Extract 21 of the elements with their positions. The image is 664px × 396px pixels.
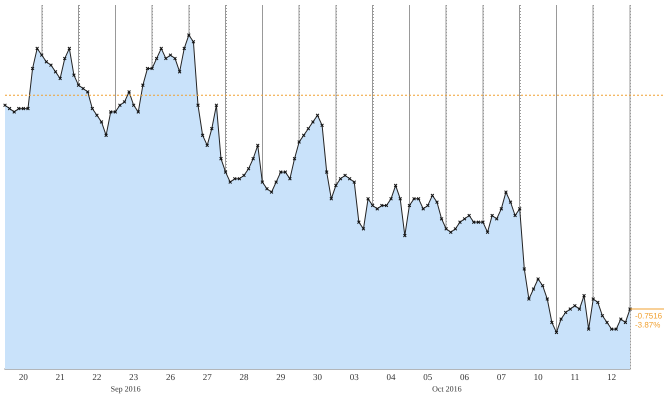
x-tick-label: 10 xyxy=(534,372,544,382)
x-tick-label: 05 xyxy=(423,372,433,382)
x-tick-label: 28 xyxy=(239,372,249,382)
x-tick-label: 29 xyxy=(276,372,286,382)
x-tick-label: 12 xyxy=(607,372,616,382)
x-tick-label: 06 xyxy=(460,372,470,382)
x-tick-label: 30 xyxy=(313,372,322,382)
text: -0.7516 xyxy=(635,311,663,320)
x-tick-label: 03 xyxy=(350,372,360,382)
text: -3.87% xyxy=(635,320,660,330)
x-tick-label: 27 xyxy=(202,372,212,382)
text: Sep 2016 xyxy=(110,384,141,394)
x-tick-label: 26 xyxy=(166,372,176,382)
x-tick-label: 22 xyxy=(92,372,102,382)
text: Oct 2016 xyxy=(432,384,462,394)
x-tick-label: 20 xyxy=(18,372,28,382)
x-tick-label: 21 xyxy=(56,372,65,382)
x-tick-label: 23 xyxy=(129,372,139,382)
x-tick-label: 04 xyxy=(386,372,396,382)
x-tick-label: 11 xyxy=(570,372,580,382)
x-tick-label: 07 xyxy=(496,372,506,382)
